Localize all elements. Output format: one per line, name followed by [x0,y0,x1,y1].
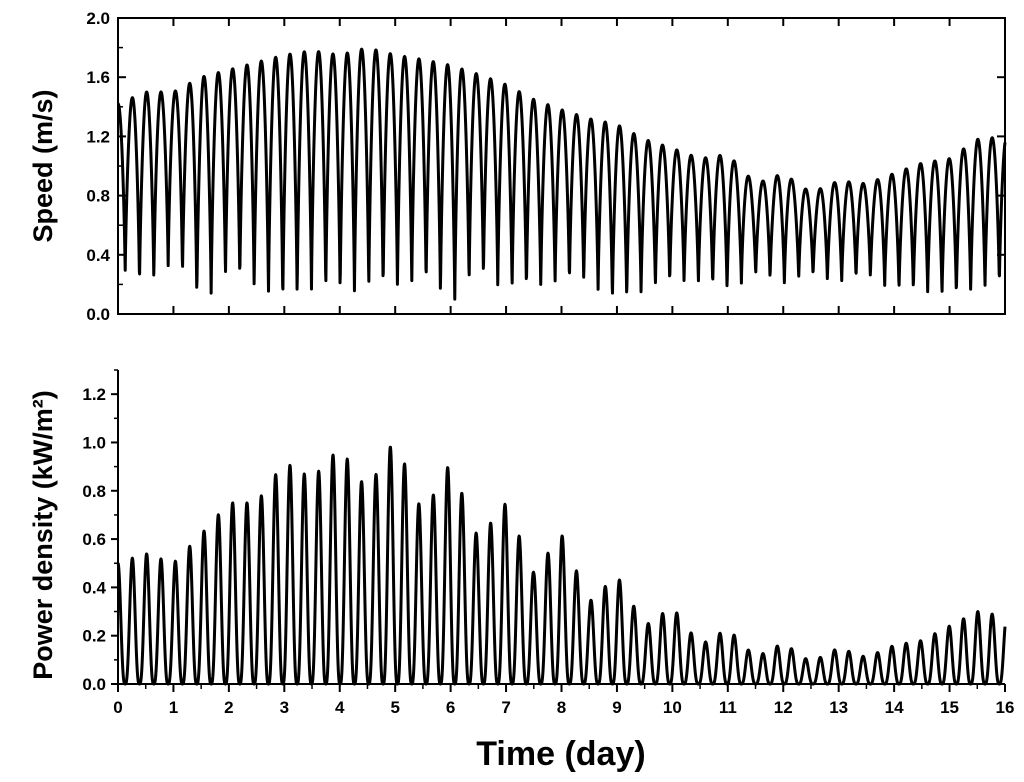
speed-panel: 0.0 0.4 0.8 1.2 1.6 2.0 Speed (m/s) [28,9,1007,324]
time-xtick-label: 8 [557,698,566,717]
time-xtick-label: 6 [446,698,455,717]
time-xtick-label: 9 [612,698,621,717]
power-density-axis-label: Power density (kW/m²) [28,390,58,680]
time-xtick-label: 14 [885,698,904,717]
power-ytick-label: 1.2 [82,385,106,404]
time-xtick-label: 0 [113,698,122,717]
speed-axis-label: Speed (m/s) [28,89,58,242]
power-ytick-label: 0.6 [82,530,106,549]
time-xtick-label: 1 [169,698,178,717]
time-xtick-label: 2 [224,698,233,717]
power-density-series-line [116,445,1007,686]
time-xtick-label: 16 [996,698,1015,717]
power-ytick-label: 0.0 [82,675,106,694]
time-xtick-label: 12 [774,698,793,717]
time-xtick-label: 10 [663,698,682,717]
speed-series-line [116,47,1007,301]
power-ytick-label: 0.2 [82,627,106,646]
speed-ytick-label: 0.0 [86,305,110,324]
time-xtick-label: 3 [280,698,289,717]
time-xtick-label: 11 [719,698,737,717]
power-ytick-label: 0.8 [82,482,106,501]
speed-ytick-label: 1.2 [86,127,110,146]
speed-ytick-label: 0.8 [86,187,110,206]
power-ytick-label: 0.4 [82,578,106,597]
time-xtick-label: 4 [335,698,345,717]
time-axis-label: Time (day) [476,735,645,773]
speed-ytick-label: 0.4 [86,246,110,265]
speed-ytick-label: 2.0 [86,9,110,28]
time-xtick-label: 5 [390,698,399,717]
speed-ytick-label: 1.6 [86,68,110,87]
power-ytick-label: 1.0 [82,433,106,452]
power-density-panel: 0.00.20.40.60.81.01.2 0 1 2 3 4 5 6 7 8 9 10 11 12 13… [28,369,1015,773]
time-xtick-label: 13 [829,698,848,717]
time-xtick-label: 15 [940,698,959,717]
time-xtick-label: 7 [501,698,510,717]
